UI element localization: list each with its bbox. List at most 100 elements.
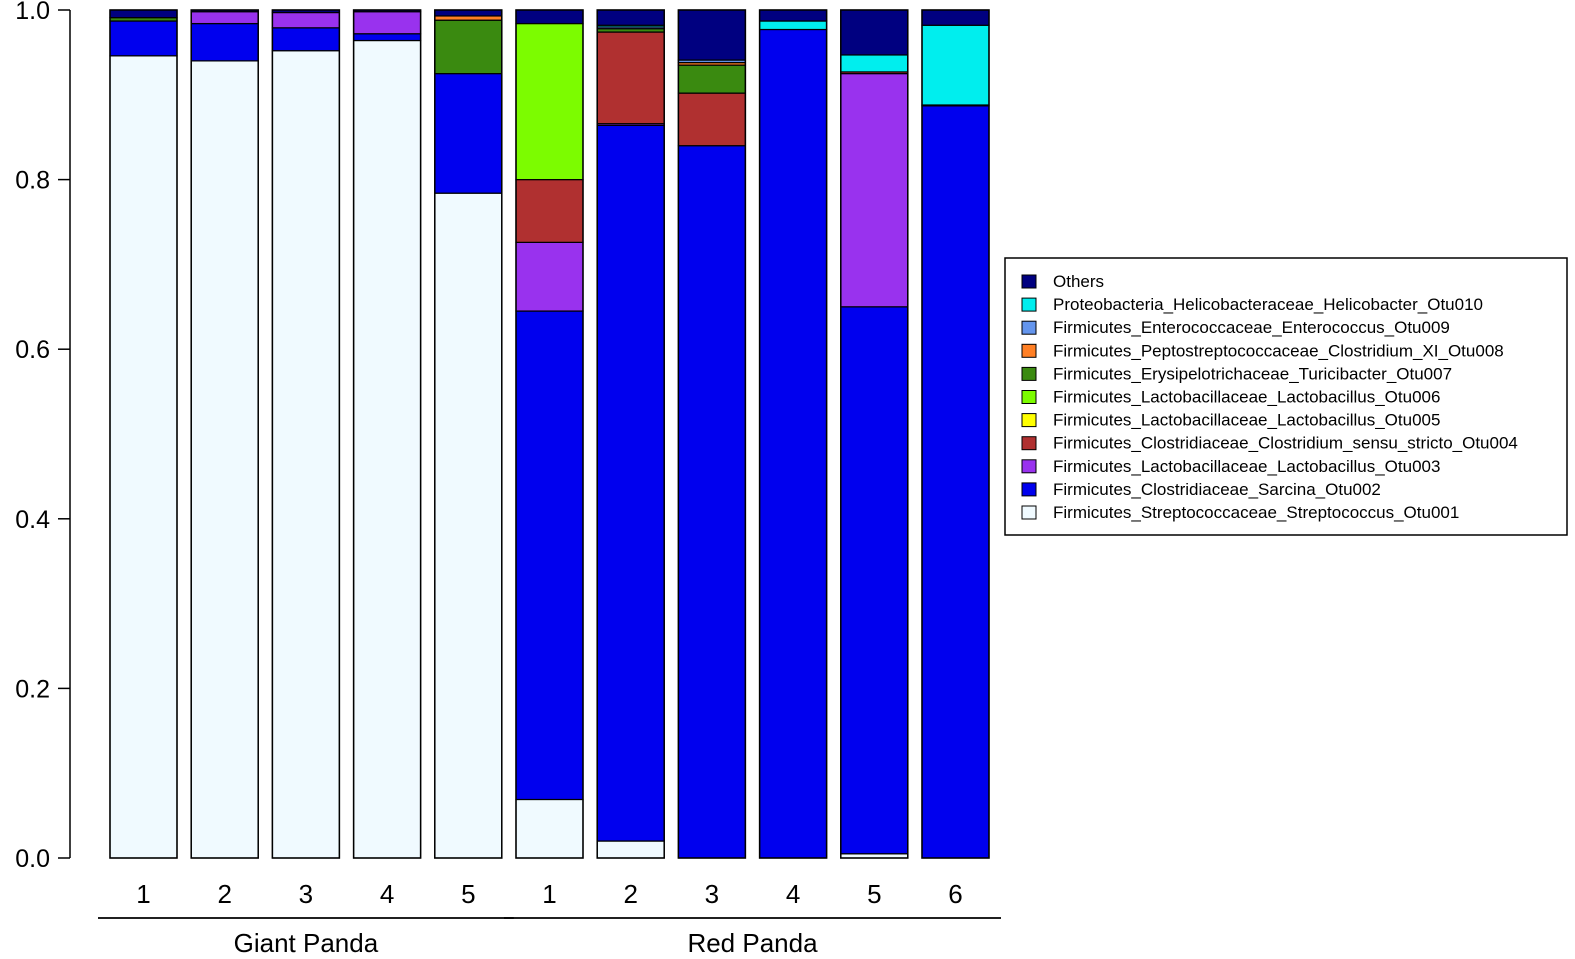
legend: Others Proteobacteria_Helicobacteraceae_H…: [1004, 257, 1568, 536]
bar-segment: [271, 11, 340, 29]
legend-swatch: [1021, 413, 1037, 428]
bar-segment: [758, 20, 828, 31]
bar-stack: [190, 9, 259, 859]
legend-label: Others: [1053, 272, 1104, 291]
bar-segment: [190, 11, 259, 25]
x-tick-label: 2: [623, 879, 637, 909]
legend-item: Firmicutes_Lactobacillaceae_Lactobacillu…: [1021, 388, 1440, 407]
group-label: Giant Panda: [234, 928, 379, 958]
bar-segment: [677, 145, 747, 859]
bar-segment: [596, 9, 665, 26]
bar-segment: [758, 9, 828, 22]
legend-item: Firmicutes_Erysipelotrichaceae_Turicibac…: [1021, 364, 1452, 383]
y-tick-label: 0.6: [15, 336, 50, 364]
bar-stack: [434, 9, 503, 859]
x-axis: 1 2 3 4 5 1 2 3 4 5 6 Giant Panda Red Panda: [98, 879, 1001, 958]
legend-label: Firmicutes_Clostridiaceae_Clostridium_se…: [1053, 434, 1518, 453]
legend-label: Firmicutes_Peptostreptococcaceae_Clostri…: [1053, 341, 1504, 360]
bar-segment: [190, 60, 259, 859]
legend-swatch: [1021, 297, 1037, 312]
bar-segment: [921, 24, 990, 106]
bar-stack: [596, 9, 665, 859]
bar-segment: [921, 9, 990, 26]
bar-outline: [758, 9, 828, 859]
legend-item: Firmicutes_Peptostreptococcaceae_Clostri…: [1021, 341, 1504, 360]
x-tick-label: 5: [867, 879, 881, 909]
bar-stack: [758, 9, 828, 859]
legend-swatch: [1021, 390, 1037, 404]
bar-outline: [352, 9, 422, 859]
bar-segment: [109, 9, 178, 19]
bar-outline: [190, 9, 259, 859]
x-tick-label: 3: [705, 879, 719, 909]
legend-label: Firmicutes_Streptococcaceae_Streptococcu…: [1053, 503, 1459, 522]
bar-segment: [109, 20, 178, 57]
legend-label: Firmicutes_Enterococcaceae_Enterococcus_…: [1053, 318, 1450, 337]
bar-segment: [434, 15, 503, 21]
bar-segment: [515, 179, 584, 243]
bar-outline: [596, 9, 665, 859]
bar-stacks: [109, 9, 990, 859]
x-tick-label: 6: [948, 879, 962, 909]
bar-outline: [677, 9, 747, 859]
bar-segment: [921, 105, 990, 859]
legend-label: Firmicutes_Lactobacillaceae_Lactobacillu…: [1053, 411, 1440, 430]
bar-outline: [515, 9, 584, 859]
bar-segment: [434, 9, 503, 17]
legend-swatch: [1021, 320, 1037, 335]
bar-stack: [921, 9, 990, 859]
bar-segment: [353, 39, 422, 859]
bar-segment: [596, 31, 665, 125]
legend-swatch: [1021, 505, 1037, 520]
legend-item: Firmicutes_Clostridiaceae_Clostridium_se…: [1021, 434, 1518, 453]
bar-segment: [190, 22, 259, 62]
bar-segment: [353, 33, 422, 42]
legend-swatch: [1021, 366, 1037, 381]
x-tick-label: 3: [299, 879, 313, 909]
legend-swatch: [1021, 274, 1037, 289]
bar-segment: [271, 50, 340, 859]
bar-segment: [271, 27, 340, 52]
bar-outline: [921, 9, 990, 859]
group-label: Red Panda: [687, 928, 818, 958]
bar-segment: [840, 72, 909, 308]
bar-stack: [109, 9, 178, 859]
bar-segment: [515, 22, 584, 181]
legend-item: Firmicutes_Enterococcaceae_Enterococcus_…: [1021, 318, 1450, 337]
legend-item: Firmicutes_Clostridiaceae_Sarcina_Otu002: [1021, 480, 1381, 499]
y-tick-label: 0.4: [15, 506, 50, 534]
x-tick-label: 4: [786, 879, 800, 909]
legend-item: Proteobacteria_Helicobacteraceae_Helicob…: [1021, 295, 1483, 314]
x-tick-label: 1: [542, 879, 556, 909]
bar-segment: [515, 310, 584, 801]
bar-stack: [352, 9, 422, 859]
bar-segment: [758, 28, 828, 859]
x-tick-label: 4: [380, 879, 394, 909]
bar-outline: [271, 9, 341, 859]
legend-swatch: [1021, 482, 1037, 497]
y-tick-label: 0.8: [15, 167, 50, 195]
bar-segment: [515, 241, 584, 312]
x-tick-label: 5: [461, 879, 475, 909]
legend-label: Proteobacteria_Helicobacteraceae_Helicob…: [1053, 295, 1483, 314]
bar-segment: [515, 9, 584, 25]
y-tick-label: 0.2: [15, 675, 50, 703]
bar-outline: [840, 9, 909, 859]
legend-item: Firmicutes_Lactobacillaceae_Lactobacillu…: [1021, 411, 1440, 430]
bar-segment: [434, 192, 503, 859]
bar-segment: [596, 124, 665, 842]
legend-label: Firmicutes_Lactobacillaceae_Lactobacillu…: [1053, 388, 1440, 407]
bar-outline: [109, 9, 178, 859]
legend-swatch: [1021, 436, 1037, 451]
bar-segment: [434, 72, 503, 194]
x-tick-label: 2: [217, 879, 231, 909]
bar-segment: [677, 92, 747, 147]
bar-segment: [840, 9, 909, 56]
bar-stack: [271, 9, 341, 859]
legend-swatch: [1021, 459, 1037, 474]
legend-label: Firmicutes_Erysipelotrichaceae_Turicibac…: [1053, 364, 1452, 383]
bar-stack: [677, 9, 747, 859]
bar-segment: [515, 798, 584, 859]
bar-segment: [109, 55, 178, 859]
